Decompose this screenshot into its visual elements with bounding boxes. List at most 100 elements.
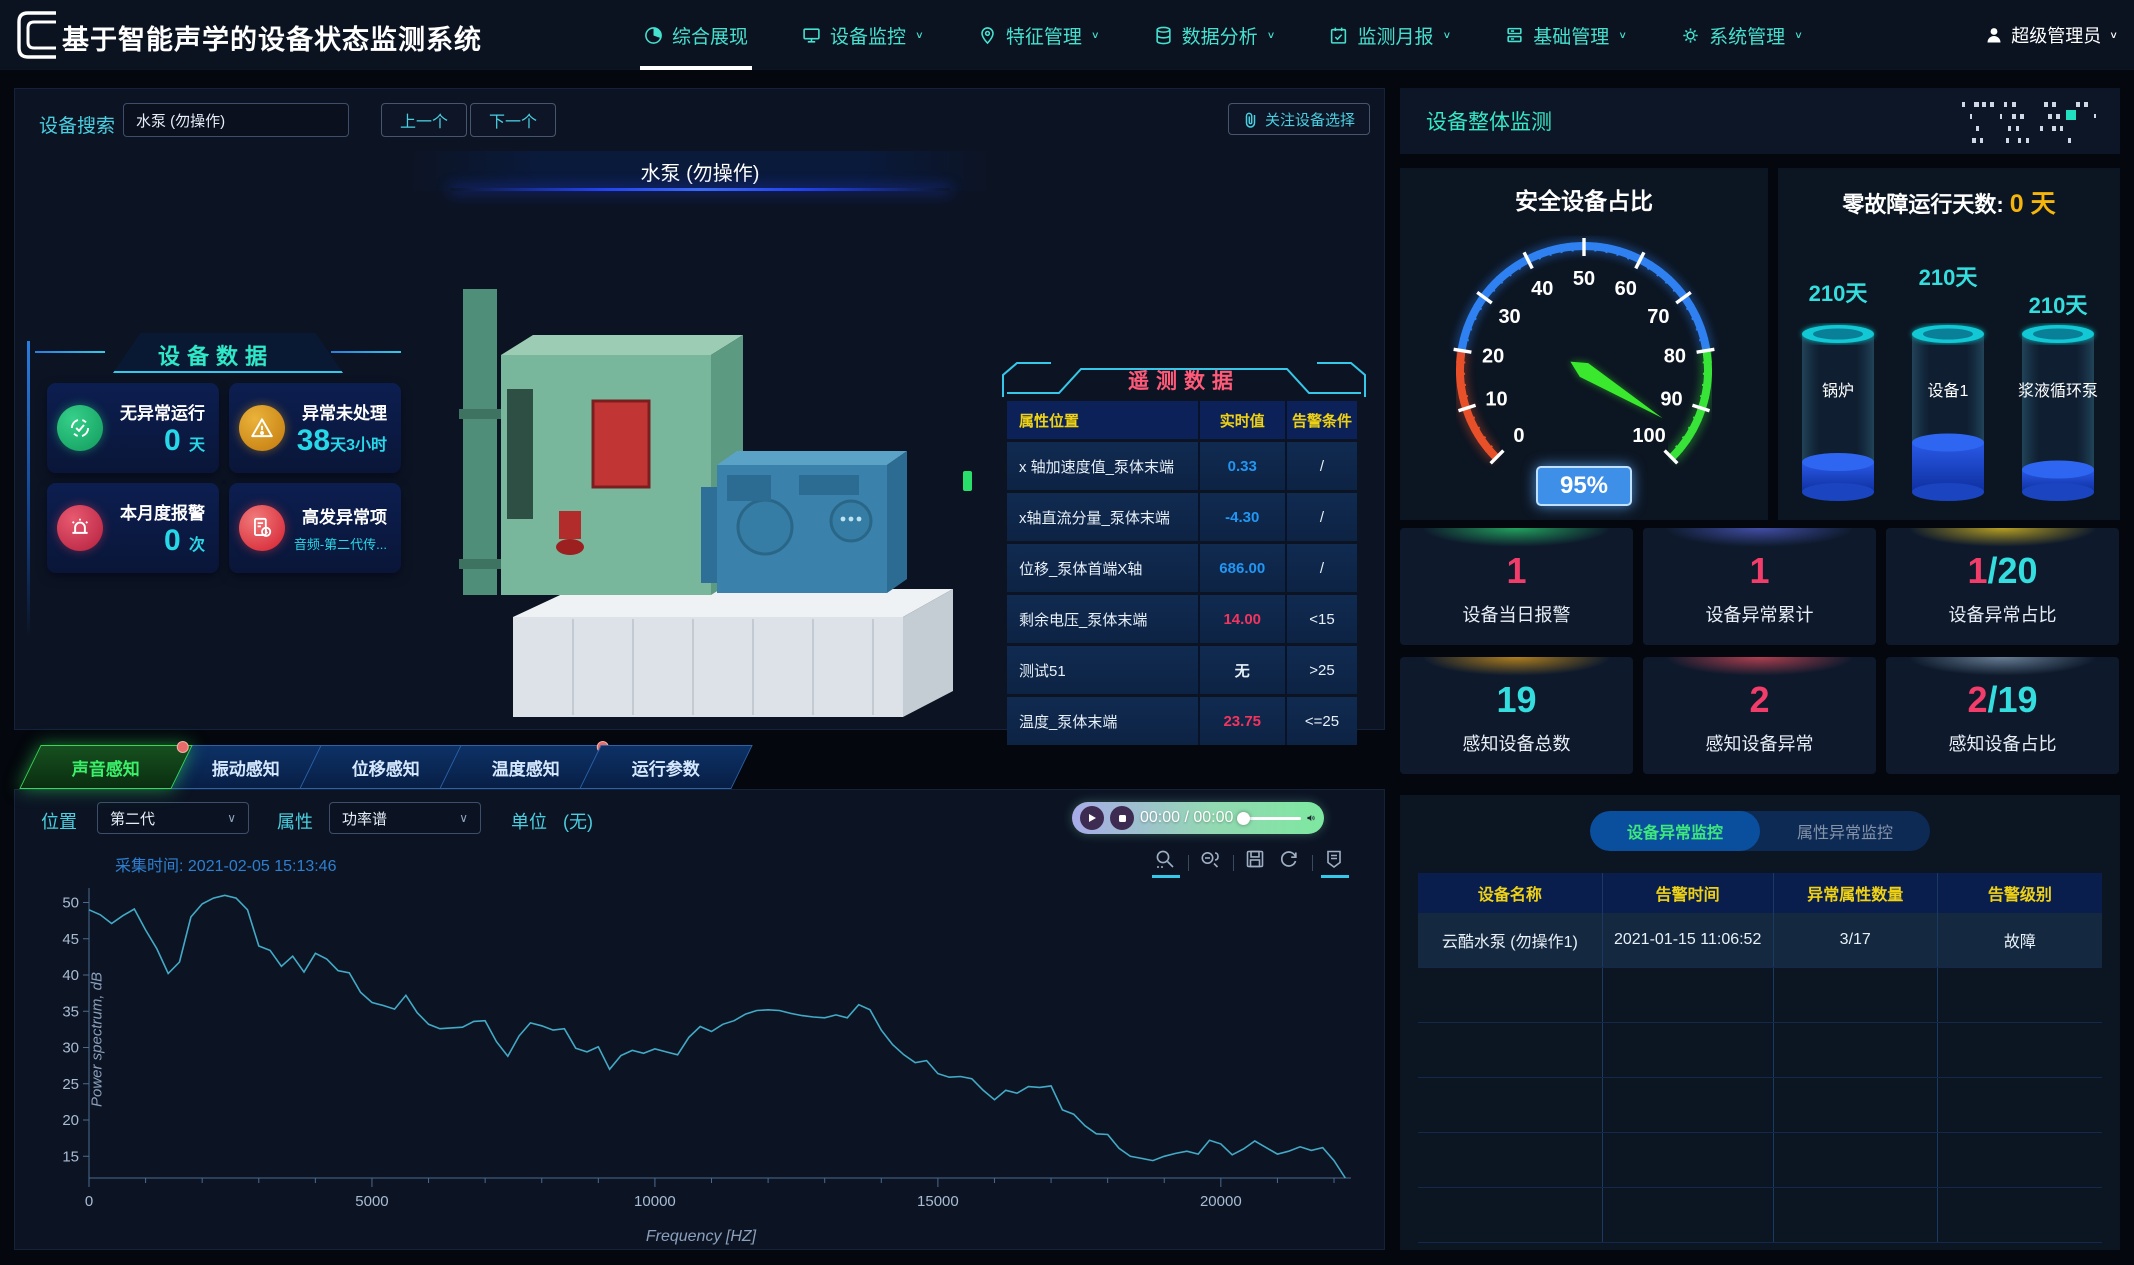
sensor-tab-bar: 声音感知 振动感知 位移感知 温度感知 运行参数 xyxy=(30,745,730,789)
device-search-input[interactable] xyxy=(123,103,349,137)
stat-card-anomaly-total: 1 设备异常累计 xyxy=(1643,528,1876,645)
server-icon xyxy=(1505,26,1524,45)
svg-text:50: 50 xyxy=(62,895,79,912)
chevron-down-icon: ∨ xyxy=(227,811,236,825)
device-title-bar: 水泵 (勿操作) xyxy=(410,151,990,191)
stop-icon xyxy=(1118,814,1127,823)
zoom-reset-icon[interactable] xyxy=(1199,848,1223,878)
y-axis-label: Power spectrum, dB xyxy=(89,940,106,1140)
svg-text:80: 80 xyxy=(1664,346,1686,368)
feature-pin-icon xyxy=(978,26,997,45)
stat-card-normal-run: 无异常运行 0 天 xyxy=(47,383,219,473)
chart-toolbar xyxy=(1154,848,1347,878)
device-search-label: 设备搜索 xyxy=(39,111,115,138)
table-empty-row xyxy=(1418,1078,2102,1133)
cylinder-widget xyxy=(2006,320,2110,510)
slider-thumb[interactable] xyxy=(1237,812,1250,825)
tab-attribute-anomaly-monitor[interactable]: 属性异常监控 xyxy=(1760,811,1930,851)
stat-card-unhandled: 异常未处理 38天3小时 xyxy=(229,383,401,473)
svg-text:10: 10 xyxy=(1485,388,1507,410)
table-row: x轴直流分量_泵体末端 -4.30 / xyxy=(1007,493,1357,541)
nav-item-monthly-report[interactable]: 监测月报∨ xyxy=(1325,0,1455,70)
nav-item-data-analysis[interactable]: 数据分析∨ xyxy=(1150,0,1280,70)
cylinder-days: 210天 xyxy=(1788,276,1888,308)
previous-device-button[interactable]: 上一个 xyxy=(381,103,467,137)
nav-item-device-monitor[interactable]: 设备监控∨ xyxy=(798,0,928,70)
spectrum-panel: 位置 第二代∨ 属性 功率谱∨ 单位 (无) 00:00 / 00:00 采集时… xyxy=(14,789,1385,1250)
x-axis-label: Frequency [HZ] xyxy=(41,1228,1361,1246)
monitor-icon xyxy=(802,26,821,45)
cylinder-days: 210天 xyxy=(2008,288,2108,320)
table-row: x 轴加速度值_泵体末端 0.33 / xyxy=(1007,442,1357,490)
device-stats-grid: 无异常运行 0 天 异常未处理 38天3小时 xyxy=(47,383,401,573)
alert-dot-badge xyxy=(177,741,189,753)
nav-item-base-mgmt[interactable]: 基础管理∨ xyxy=(1501,0,1631,70)
position-label: 位置 xyxy=(41,808,77,834)
pump-3d-model[interactable] xyxy=(455,259,995,729)
nav-item-overview[interactable]: 综合展现 xyxy=(640,0,752,70)
app-title: 基于智能声学的设备状态监测系统 xyxy=(62,18,482,57)
next-device-button[interactable]: 下一个 xyxy=(470,103,556,137)
device-view-panel: 设备搜索 上一个 下一个 关注设备选择 水泵 (勿操作) xyxy=(14,88,1385,730)
cylinder-days: 210天 xyxy=(1898,260,1998,292)
telemetry-table: 属性位置 实时值 告警条件 x 轴加速度值_泵体末端 0.33 / x轴直流分量… xyxy=(1007,401,1357,748)
tab-operating-params[interactable]: 运行参数 xyxy=(579,745,752,789)
svg-text:60: 60 xyxy=(1615,278,1637,300)
svg-text:20: 20 xyxy=(62,1112,79,1129)
svg-text:50: 50 xyxy=(1573,268,1595,290)
toolbar-divider xyxy=(1233,855,1234,871)
database-icon xyxy=(1154,26,1173,45)
dots-decoration xyxy=(1960,96,2100,148)
svg-text:100: 100 xyxy=(1632,425,1665,447)
unit-label: 单位 xyxy=(511,808,547,834)
svg-text:20: 20 xyxy=(1482,346,1504,368)
table-empty-row xyxy=(1418,1188,2102,1243)
cylinder-name: 锅炉 xyxy=(1794,380,1882,404)
svg-text:20000: 20000 xyxy=(1200,1193,1242,1210)
stat-card-month-alarms: 本月度报警 0 次 xyxy=(47,483,219,573)
svg-text:40: 40 xyxy=(1531,278,1553,300)
chevron-down-icon: ∨ xyxy=(459,811,468,825)
capture-time: 采集时间: 2021-02-05 15:13:46 xyxy=(115,852,336,876)
paperclip-icon xyxy=(1243,111,1258,128)
toolbar-divider xyxy=(1188,855,1189,871)
svg-text:45: 45 xyxy=(62,931,79,948)
right-header-title: 设备整体监测 xyxy=(1426,106,1552,136)
table-empty-row xyxy=(1418,1133,2102,1188)
refresh-icon[interactable] xyxy=(1278,848,1302,878)
device-stats-section: 设备数据 无异常运行 0 天 异常未处理 xyxy=(25,327,407,585)
player-slider[interactable] xyxy=(1239,817,1301,820)
gauge-title: 安全设备占比 xyxy=(1400,182,1768,216)
tab-sound-sensing[interactable]: 声音感知 xyxy=(19,745,192,789)
table-empty-row xyxy=(1418,1023,2102,1078)
save-image-icon[interactable] xyxy=(1244,848,1268,878)
play-button[interactable] xyxy=(1080,806,1104,830)
volume-icon[interactable] xyxy=(1307,809,1316,827)
position-select[interactable]: 第二代∨ xyxy=(97,802,249,834)
nav-item-system-mgmt[interactable]: 系统管理∨ xyxy=(1677,0,1807,70)
table-row: 位移_泵体首端X轴 686.00 / xyxy=(1007,544,1357,592)
tag-icon[interactable] xyxy=(1323,848,1347,878)
user-menu[interactable]: 超级管理员 ∨ xyxy=(1985,0,2118,70)
stop-button[interactable] xyxy=(1110,806,1134,830)
table-row[interactable]: 云酷水泵 (勿操作1) 2021-01-15 11:06:52 3/17 故障 xyxy=(1418,913,2102,968)
attribute-select[interactable]: 功率谱∨ xyxy=(329,802,481,834)
nav-item-feature-mgmt[interactable]: 特征管理∨ xyxy=(974,0,1104,70)
table-empty-row xyxy=(1418,968,2102,1023)
alarm-header-row: 设备名称 告警时间 异常属性数量 告警级别 xyxy=(1418,873,2102,913)
svg-text:15000: 15000 xyxy=(917,1193,959,1210)
spectrum-plot[interactable]: 050001000015000200001520253035404550 xyxy=(41,878,1361,1218)
chevron-down-icon: ∨ xyxy=(915,29,924,40)
svg-text:40: 40 xyxy=(62,967,79,984)
table-row: 剩余电压_泵体末端 14.00 <15 xyxy=(1007,595,1357,643)
svg-text:30: 30 xyxy=(1498,306,1520,328)
spectrum-chart: 采集时间: 2021-02-05 15:13:46 xyxy=(41,846,1361,1246)
dashboard-icon xyxy=(644,26,663,45)
gears-icon xyxy=(1681,26,1700,45)
focus-device-select-button[interactable]: 关注设备选择 xyxy=(1228,103,1370,135)
warning-triangle-icon xyxy=(239,405,285,451)
zoom-select-icon[interactable] xyxy=(1154,848,1178,878)
tab-device-anomaly-monitor[interactable]: 设备异常监控 xyxy=(1590,811,1760,851)
gauge-value-badge: 95% xyxy=(1536,466,1632,506)
svg-text:5000: 5000 xyxy=(355,1193,388,1210)
